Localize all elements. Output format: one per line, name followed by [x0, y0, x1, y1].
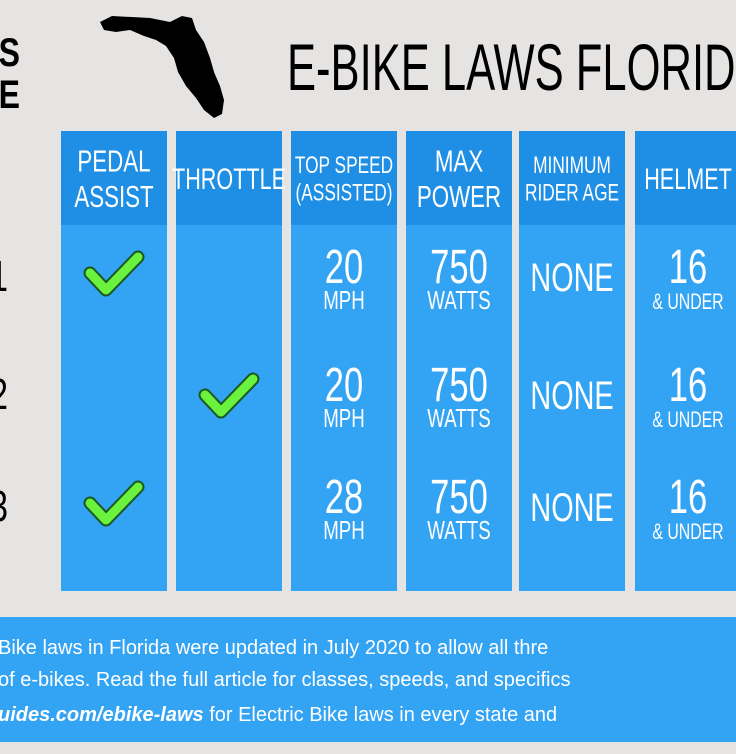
cell-value: 20: [325, 357, 363, 411]
header-text-group: MAX: [435, 144, 483, 178]
header-text-group: RIDER AGE: [525, 180, 619, 206]
logo-letter: E: [0, 72, 20, 117]
body-cell: [406, 225, 512, 591]
cell-value: 750: [430, 239, 488, 293]
body-cell: [291, 225, 397, 591]
cell-unit: WATTS: [427, 403, 490, 433]
header-text-group: THROTTLE: [172, 161, 286, 195]
cell-value-group: 20: [325, 239, 363, 293]
header-text: RIDER AGE: [525, 180, 619, 206]
cell-value: NONE: [530, 485, 613, 530]
cell-value-group: 28: [325, 469, 363, 523]
header-cell: [406, 131, 512, 225]
cell-unit-group: & UNDER: [652, 409, 723, 433]
cell-unit: WATTS: [427, 515, 490, 545]
row-label-group: 1: [0, 253, 8, 302]
cell-unit: & UNDER: [652, 291, 723, 315]
header-text-group: MINIMUM: [533, 152, 611, 178]
header-text-group: TOP SPEED: [295, 152, 393, 178]
cell-value: 28: [325, 469, 363, 523]
header-text: THROTTLE: [172, 161, 286, 195]
footer-line: uides.com/ebike-laws for Electric Bike l…: [0, 704, 557, 726]
cell-unit: WATTS: [427, 285, 490, 315]
cell-unit-group: MPH: [323, 403, 365, 433]
cell-unit: MPH: [323, 285, 365, 315]
row-label: 3: [0, 483, 8, 532]
title-group: E-BIKE LAWS FLORID: [287, 30, 736, 104]
footer-band: [0, 617, 736, 742]
footer-line: Bike laws in Florida were updated in Jul…: [0, 637, 548, 659]
cell-value: 20: [325, 239, 363, 293]
title: E-BIKE LAWS FLORID: [287, 30, 736, 104]
cell-value-group: NONE: [530, 485, 613, 530]
header-text: PEDAL: [77, 144, 150, 178]
cell-value: 750: [430, 469, 488, 523]
cell-unit-group: WATTS: [427, 403, 490, 433]
cell-value: NONE: [530, 373, 613, 418]
header-text: HELMET: [644, 161, 732, 195]
cell-value-group: 750: [430, 239, 488, 293]
body-cell: [635, 225, 736, 591]
header-cell: [291, 131, 397, 225]
footer-line: of e-bikes. Read the full article for cl…: [0, 669, 571, 691]
cell-unit-group: MPH: [323, 515, 365, 545]
header-cell: [176, 131, 282, 225]
header-cell: [635, 131, 736, 225]
header-text-group: POWER: [417, 179, 501, 213]
florida-map: [100, 16, 224, 118]
cell-unit-group: WATTS: [427, 285, 490, 315]
cell-value: 16: [669, 239, 707, 293]
cell-unit-group: WATTS: [427, 515, 490, 545]
logo-letter: S: [0, 30, 20, 75]
footer-text-part: for Electric Bike laws in every state an…: [204, 704, 557, 726]
row-label: 2: [0, 371, 8, 420]
cell-value: NONE: [530, 255, 613, 300]
header-text-group: (ASSISTED): [296, 180, 393, 206]
footer-text: Bike laws in Florida were updated in Jul…: [0, 637, 571, 726]
cell-unit-group: & UNDER: [652, 521, 723, 545]
header-text: TOP SPEED: [295, 152, 393, 178]
cell-unit: & UNDER: [652, 521, 723, 545]
cell-unit: MPH: [323, 403, 365, 433]
cell-value: 16: [669, 357, 707, 411]
cell-value-group: 20: [325, 357, 363, 411]
logo-letter-group: E: [0, 72, 20, 117]
header-text-group: ASSIST: [74, 179, 153, 213]
row-label: 1: [0, 253, 8, 302]
cell-unit: & UNDER: [652, 409, 723, 433]
cell-value-group: NONE: [530, 373, 613, 418]
checkmark: [85, 482, 143, 525]
cell-value-group: 16: [669, 469, 707, 523]
row-label-group: 2: [0, 371, 8, 420]
body-cell: [519, 225, 625, 591]
checkmark: [85, 252, 143, 295]
cell-unit: MPH: [323, 515, 365, 545]
cell-value: 750: [430, 357, 488, 411]
cell-value-group: 16: [669, 357, 707, 411]
cell-value-group: 16: [669, 239, 707, 293]
cell-value-group: 750: [430, 357, 488, 411]
cell-unit-group: & UNDER: [652, 291, 723, 315]
header-text: (ASSISTED): [296, 180, 393, 206]
footer-link[interactable]: uides.com/ebike-laws: [0, 704, 204, 726]
header-text: POWER: [417, 179, 501, 213]
header-cell: [519, 131, 625, 225]
cell-value-group: NONE: [530, 255, 613, 300]
header-text-group: PEDAL: [77, 144, 150, 178]
cell-value-group: 750: [430, 469, 488, 523]
header-text: MAX: [435, 144, 483, 178]
header-text: MINIMUM: [533, 152, 611, 178]
header-cell: [61, 131, 167, 225]
cell-unit-group: MPH: [323, 285, 365, 315]
row-label-group: 3: [0, 483, 8, 532]
header-text-group: HELMET: [644, 161, 732, 195]
logo-letter-group: S: [0, 30, 20, 75]
checkmark: [200, 374, 258, 417]
cell-value: 16: [669, 469, 707, 523]
header-text: ASSIST: [74, 179, 153, 213]
